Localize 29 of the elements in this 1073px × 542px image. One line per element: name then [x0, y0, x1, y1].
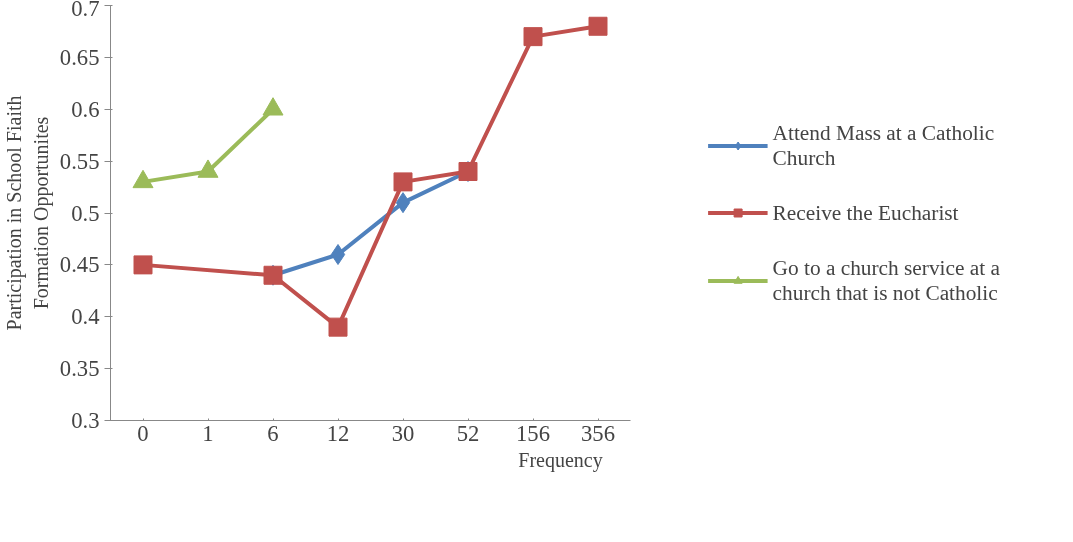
point	[523, 27, 543, 47]
x-tick-label: 30	[391, 420, 415, 446]
point	[133, 255, 153, 275]
point	[588, 16, 608, 36]
x-tick-label: 156	[516, 420, 550, 446]
legend-label: Attend Mass at a Catholic Church	[772, 120, 995, 170]
legend-label: Receive the Eucharist	[772, 200, 959, 225]
y-axis-title: Participation in School Fiaith Formation Opportunites	[3, 95, 53, 331]
y-tick-label: 0.6	[71, 96, 100, 122]
y-tick-label: 0.65	[59, 44, 100, 70]
legend-label: Go to a church service at a church that is not Catholic	[772, 255, 1000, 305]
x-tick-label: 1	[202, 420, 214, 446]
y-tick-label: 0.3	[71, 408, 100, 433]
point	[395, 192, 411, 214]
x-axis-title: Frequency	[518, 448, 603, 472]
point	[330, 244, 346, 265]
y-tick-label: 0.45	[59, 252, 100, 278]
y-tick-label: 0.5	[71, 200, 100, 226]
y-tick-label: 0.35	[59, 356, 100, 382]
x-tick-label: 356	[581, 420, 615, 446]
x-tick-label: 12	[326, 420, 350, 446]
x-tick-label: 52	[456, 420, 480, 446]
point	[328, 317, 348, 337]
y-tick-label: 0.7	[71, 0, 100, 21]
x-tick-label: 0	[137, 420, 149, 446]
y-tick-label: 0.55	[59, 148, 100, 174]
point	[393, 172, 413, 192]
x-tick-label: 6	[267, 420, 279, 446]
y-tick-label: 0.4	[71, 304, 100, 330]
